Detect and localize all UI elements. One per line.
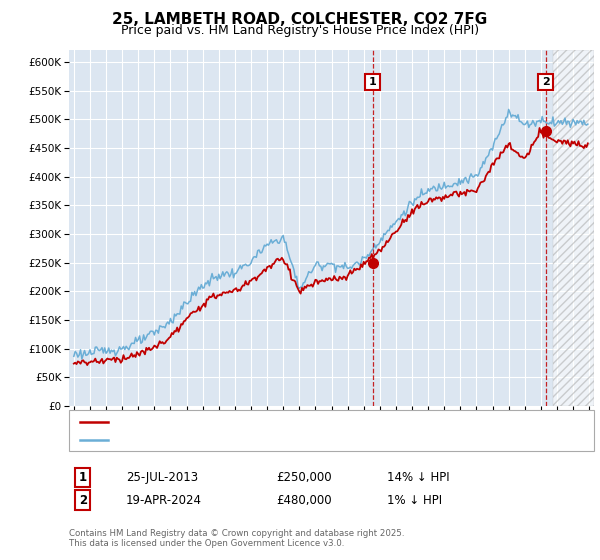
Text: 2: 2 xyxy=(79,493,87,507)
Text: 14% ↓ HPI: 14% ↓ HPI xyxy=(387,471,449,484)
Text: 25, LAMBETH ROAD, COLCHESTER, CO2 7FG: 25, LAMBETH ROAD, COLCHESTER, CO2 7FG xyxy=(112,12,488,27)
Text: HPI: Average price, detached house, Colchester: HPI: Average price, detached house, Colc… xyxy=(112,435,378,445)
Text: 2: 2 xyxy=(542,77,550,87)
Text: Price paid vs. HM Land Registry's House Price Index (HPI): Price paid vs. HM Land Registry's House … xyxy=(121,24,479,37)
Text: 1: 1 xyxy=(368,77,376,87)
Text: £480,000: £480,000 xyxy=(276,493,332,507)
Text: 1: 1 xyxy=(79,471,87,484)
Text: £250,000: £250,000 xyxy=(276,471,332,484)
Text: 19-APR-2024: 19-APR-2024 xyxy=(126,493,202,507)
Bar xyxy=(553,50,594,406)
Text: 25-JUL-2013: 25-JUL-2013 xyxy=(126,471,198,484)
Text: 25, LAMBETH ROAD, COLCHESTER, CO2 7FG (detached house): 25, LAMBETH ROAD, COLCHESTER, CO2 7FG (d… xyxy=(112,417,463,427)
Text: Contains HM Land Registry data © Crown copyright and database right 2025.
This d: Contains HM Land Registry data © Crown c… xyxy=(69,529,404,548)
Text: 1% ↓ HPI: 1% ↓ HPI xyxy=(387,493,442,507)
